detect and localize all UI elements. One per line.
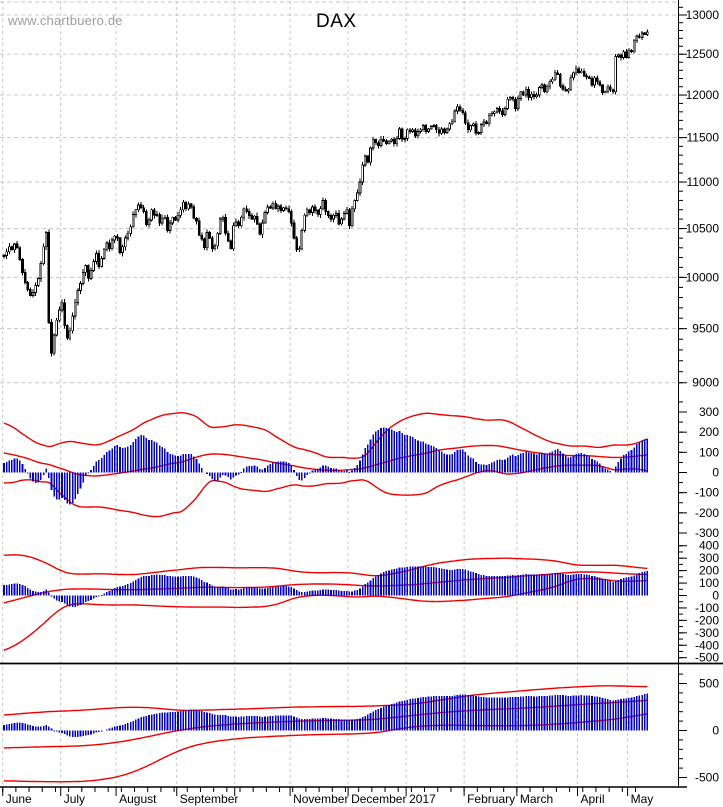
bollinger-bands-panel-3: [3, 685, 648, 783]
oscillator-histogram-panel-3: [3, 693, 649, 738]
y-axis-label: 11500: [687, 131, 720, 145]
y-axis-label: 300: [699, 405, 719, 419]
month-label: February: [467, 792, 515, 806]
y-axis-label: 200: [699, 425, 719, 439]
y-axis-label: 12000: [686, 88, 720, 102]
y-axis-label: 13000: [686, 8, 720, 22]
y-axis-label: -500: [695, 651, 719, 665]
month-label: May: [631, 792, 654, 806]
y-axis-label: 0: [712, 589, 719, 603]
y-axis-label: 200: [699, 564, 719, 578]
middle-band-panel-2: [3, 571, 648, 604]
y-axis-label: -200: [695, 613, 719, 627]
y-axis-label: 500: [699, 677, 719, 691]
month-label: 2017: [409, 792, 436, 806]
month-label: December: [351, 792, 406, 806]
upper-band-panel-1: [3, 412, 648, 459]
bollinger-bands-panel-1: [3, 412, 648, 518]
chart-title: DAX: [316, 11, 357, 32]
y-axis-label: 10000: [686, 270, 720, 284]
y-axis-label: 0: [712, 724, 719, 738]
y-axis-label: 300: [699, 551, 719, 565]
month-label: June: [6, 792, 32, 806]
oscillator-histogram-panel-2: [3, 566, 649, 607]
y-axis-label: -200: [695, 506, 719, 520]
candlestick-series: [2, 29, 649, 357]
y-axis-label: -500: [695, 771, 719, 785]
y-axis-label: 9500: [692, 322, 719, 336]
month-label: September: [180, 792, 239, 806]
upper-band-panel-3: [3, 685, 648, 716]
y-axis-label: -400: [695, 638, 719, 652]
month-label: August: [119, 792, 157, 806]
month-label: March: [520, 792, 553, 806]
lower-band-panel-3: [3, 713, 648, 783]
y-axis-label: -100: [695, 486, 719, 500]
month-label: April: [581, 792, 605, 806]
y-axis-label: -300: [695, 626, 719, 640]
oscillator-histogram-panel-1: [3, 427, 649, 505]
bollinger-bands-panel-2: [3, 554, 648, 651]
y-axis-label: -300: [695, 526, 719, 540]
lower-band-panel-1: [3, 464, 648, 518]
month-label: November: [293, 792, 348, 806]
y-axis-label: 100: [699, 576, 719, 590]
y-axis-label: 400: [699, 539, 719, 553]
upper-band-panel-2: [3, 554, 648, 577]
gridlines: [0, 1, 678, 786]
y-axis-label: 11000: [687, 175, 720, 189]
y-axis-label: 100: [699, 445, 719, 459]
y-axis-label: 12500: [686, 47, 720, 61]
watermark-text: www.chartbuero.de: [8, 13, 123, 28]
axis-labels: 1300012500120001150011000105001000095009…: [6, 8, 720, 806]
y-axis-label: -100: [695, 601, 719, 615]
y-axis-label: 10500: [686, 222, 720, 236]
y-axis-label: 0: [712, 466, 719, 480]
y-axis-label: 9000: [692, 376, 719, 390]
month-label: July: [64, 792, 85, 806]
